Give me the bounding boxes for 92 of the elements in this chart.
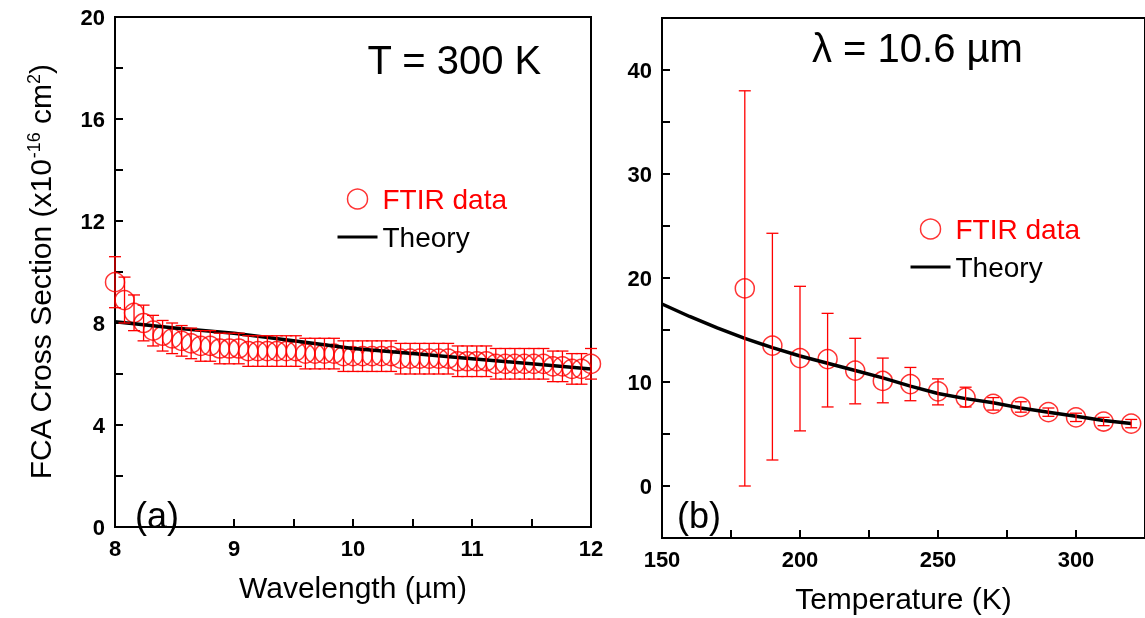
point xyxy=(1010,396,1032,418)
point xyxy=(352,345,373,367)
y-tick-label: 20 xyxy=(627,265,652,291)
point xyxy=(457,351,478,372)
point xyxy=(371,345,392,367)
point xyxy=(561,358,583,380)
point xyxy=(190,335,211,357)
point xyxy=(199,335,221,357)
y-tick-label: 40 xyxy=(627,57,652,83)
y-tick-label: 0 xyxy=(639,473,652,499)
point xyxy=(900,373,921,395)
legend-label: FTIR data xyxy=(382,183,508,215)
legend-label: Theory xyxy=(382,221,470,253)
point xyxy=(257,340,278,362)
point xyxy=(437,348,459,369)
point xyxy=(399,348,421,369)
x-tick-label: 11 xyxy=(460,535,484,561)
point xyxy=(533,353,554,375)
point xyxy=(209,338,230,359)
annotation: λ = 10.6 µm xyxy=(812,26,1023,70)
point xyxy=(1093,411,1114,432)
y-axis-title: FCA Cross Section (x10-16 cm2) xyxy=(23,63,57,480)
point xyxy=(276,340,297,362)
point xyxy=(418,348,440,369)
point xyxy=(495,353,516,375)
point xyxy=(380,345,402,367)
x-tick-label: 300 xyxy=(1057,546,1095,572)
point xyxy=(476,351,497,372)
point xyxy=(762,335,783,356)
point xyxy=(323,343,345,364)
x-tick-label: 9 xyxy=(227,535,241,561)
point xyxy=(238,340,259,362)
annotation: T = 300 K xyxy=(367,38,542,82)
point xyxy=(571,358,592,380)
point xyxy=(361,345,383,367)
y-tick-label: 0 xyxy=(92,514,105,540)
line-series xyxy=(660,302,1133,426)
point xyxy=(844,360,866,381)
point xyxy=(266,340,288,362)
x-tick-label: 10 xyxy=(340,535,366,561)
point xyxy=(542,356,564,377)
point xyxy=(228,338,250,359)
point xyxy=(123,302,145,324)
point xyxy=(219,338,240,359)
point xyxy=(295,343,316,364)
x-tick-label: 150 xyxy=(643,546,681,572)
point xyxy=(447,351,468,372)
point xyxy=(304,343,326,364)
point xyxy=(552,356,573,377)
point xyxy=(1120,413,1142,434)
y-tick-label: 8 xyxy=(92,310,105,336)
x-axis-title: Temperature (K) xyxy=(795,581,1012,615)
y-tick-label: 16 xyxy=(80,106,105,132)
point xyxy=(817,348,838,370)
y-tick-label: 20 xyxy=(80,4,105,30)
point xyxy=(872,370,894,392)
point xyxy=(789,347,811,369)
x-axis-title: Wavelength (µm) xyxy=(239,570,467,604)
point xyxy=(133,312,154,334)
point xyxy=(504,353,526,375)
point xyxy=(285,340,307,362)
point xyxy=(514,353,535,375)
point xyxy=(342,345,364,367)
annotation: (b) xyxy=(677,494,721,536)
legend-label: Theory xyxy=(955,251,1043,283)
point xyxy=(485,353,507,375)
point xyxy=(1038,401,1059,423)
point xyxy=(523,353,545,375)
x-tick-label: 200 xyxy=(781,546,819,572)
point xyxy=(180,333,202,354)
point xyxy=(927,381,949,402)
legend-label: FTIR data xyxy=(955,213,1081,245)
point xyxy=(114,289,135,311)
point xyxy=(171,330,192,352)
point xyxy=(1065,407,1087,428)
x-tick-label: 250 xyxy=(919,546,957,572)
y-tick-label: 30 xyxy=(627,161,652,187)
point xyxy=(428,348,449,369)
point xyxy=(466,351,488,372)
x-tick-label: 12 xyxy=(578,535,604,561)
point xyxy=(104,271,126,293)
point xyxy=(247,340,269,362)
point xyxy=(390,348,411,369)
y-tick-label: 10 xyxy=(627,369,652,395)
point xyxy=(580,353,602,375)
point xyxy=(161,328,183,349)
point xyxy=(409,348,430,369)
x-tick-label: 8 xyxy=(108,535,122,561)
point xyxy=(734,278,756,299)
y-tick-label: 4 xyxy=(92,412,106,438)
point xyxy=(142,320,164,341)
y-tick-label: 12 xyxy=(80,208,105,234)
